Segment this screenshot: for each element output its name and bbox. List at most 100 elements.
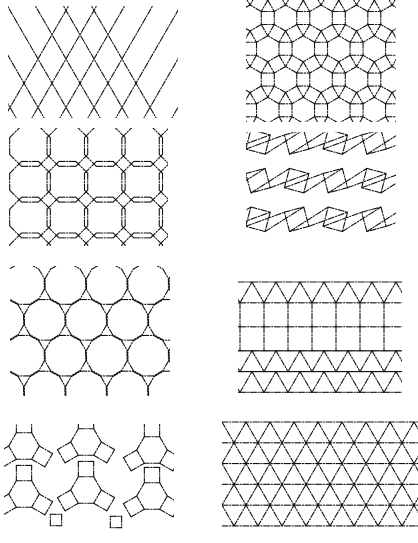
tile-edge: [373, 54, 387, 63]
tile-edge: [263, 350, 277, 373]
panel-octagon-square-tiling: [8, 128, 168, 246]
tile-edge: [264, 206, 305, 233]
tile-edge: [85, 340, 93, 351]
tile-edge: [222, 421, 271, 507]
tile-edge: [320, 23, 333, 32]
panel-square-triangle-strip-tiling: [238, 272, 402, 398]
tile-edge: [356, 91, 364, 105]
tile-edge: [388, 0, 393, 6]
tile-edge: [70, 298, 81, 305]
tile-edge: [344, 65, 358, 74]
tile-edge: [130, 462, 145, 472]
tile-edge: [311, 281, 325, 304]
tile-edge: [8, 6, 73, 118]
tile-edge: [373, 85, 382, 98]
tile-edge: [278, 91, 287, 105]
tile-edge: [159, 508, 174, 518]
tile-edge: [62, 6, 129, 118]
tile-edge: [121, 232, 135, 246]
tile-edge: [162, 268, 169, 280]
tile-edge: [273, 85, 287, 94]
tile-edge: [31, 506, 46, 516]
tile-edge: [166, 449, 174, 455]
tile-edge: [362, 96, 375, 105]
tile-edge: [267, 61, 275, 74]
tile-edge: [322, 211, 363, 227]
tile-edge: [264, 167, 271, 189]
tile-edge: [44, 288, 52, 300]
tile-edge: [366, 225, 387, 233]
tile-edge: [371, 281, 385, 304]
tile-edge: [356, 4, 369, 13]
tile-edge: [291, 54, 304, 63]
tile-edge: [132, 334, 143, 341]
tile-edge: [106, 304, 114, 315]
tile-edge: [309, 65, 322, 74]
tile-edge: [136, 482, 145, 497]
tile-edge: [380, 182, 396, 194]
tile-edge: [38, 288, 45, 300]
tile-edge: [9, 189, 23, 203]
tile-edge: [85, 268, 93, 280]
tile-edge: [380, 4, 393, 13]
tile-edge: [331, 23, 340, 37]
tile-edge: [59, 6, 126, 118]
tile-edge: [291, 35, 304, 43]
tile-edge: [58, 376, 66, 387]
tile-edge: [391, 0, 396, 6]
tile-edge: [299, 371, 313, 393]
tile-edge: [46, 225, 60, 239]
square-triangle-tiling-drawing: [246, 132, 396, 233]
tile-edge: [391, 4, 396, 8]
tile-edge: [313, 30, 322, 43]
tile-edge: [65, 324, 72, 336]
tile-edge: [238, 367, 241, 373]
tile-edge: [308, 134, 349, 150]
tile-edge: [10, 298, 20, 305]
tile-edge: [283, 173, 324, 189]
tile-edge: [49, 334, 61, 341]
tile-edge: [341, 132, 379, 155]
tile-edge: [70, 298, 82, 306]
tile-edge: [158, 235, 168, 246]
tile-edge: [23, 376, 31, 387]
tile-edge: [158, 189, 168, 200]
tile-edge: [121, 153, 135, 167]
tile-edge: [335, 371, 349, 393]
tile-edge: [122, 449, 138, 459]
tile-edge: [112, 370, 123, 378]
tile-edge: [250, 206, 271, 213]
tile-edge: [17, 324, 25, 336]
tile-edge: [341, 211, 349, 233]
triangular-tiling-drawing: [222, 421, 418, 527]
tile-edge: [353, 0, 358, 6]
tile-edge: [371, 371, 385, 393]
tile-edge: [153, 334, 164, 342]
tile-edge: [8, 445, 17, 460]
tile-edge: [302, 96, 316, 105]
tile-edge: [158, 225, 168, 236]
tile-edge: [349, 30, 358, 43]
tile-edge: [344, 4, 358, 13]
tile-edge: [383, 281, 397, 304]
tile-edge: [250, 187, 271, 194]
tile-edge: [257, 421, 319, 527]
tile-edge: [380, 65, 393, 74]
tile-edge: [38, 340, 45, 351]
tile-edge: [331, 85, 340, 98]
tile-edge: [159, 495, 168, 510]
tile-edge: [288, 116, 293, 122]
tile-edge: [255, 35, 269, 43]
tile-edge: [250, 167, 291, 194]
tile-edge: [385, 30, 393, 43]
tile-edge: [246, 58, 251, 68]
tile-edge: [83, 160, 97, 174]
tile-edge: [339, 116, 351, 122]
tile-edge: [385, 54, 393, 68]
tile-edge: [283, 134, 291, 155]
hexagon-square-triangle-tiling-drawing: [246, 0, 396, 122]
tile-edge: [326, 96, 340, 105]
tile-edge: [38, 268, 45, 280]
tile-edge: [311, 350, 325, 373]
